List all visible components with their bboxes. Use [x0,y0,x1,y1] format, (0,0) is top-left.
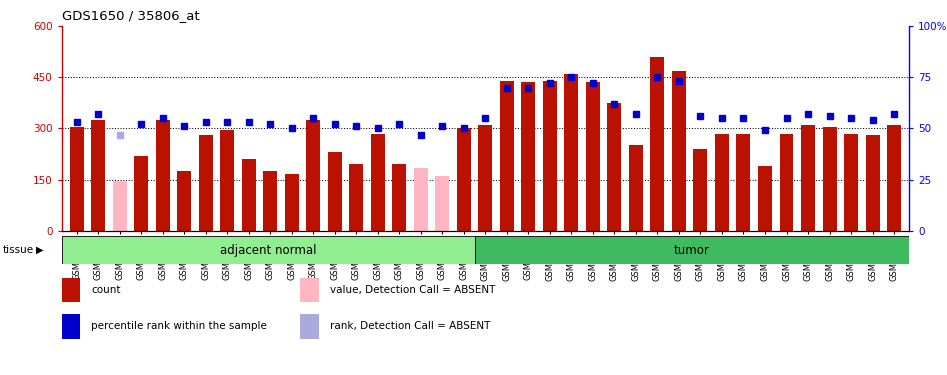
Bar [300,278,319,302]
Bar [328,152,342,231]
Bar [500,81,514,231]
Bar [887,125,901,231]
Bar [134,156,148,231]
Bar [306,120,320,231]
Bar [607,103,621,231]
Bar [300,314,319,339]
Bar [629,146,643,231]
Bar [436,176,449,231]
Bar [866,135,880,231]
Bar [801,125,815,231]
Bar [474,236,909,264]
Bar [758,166,772,231]
Bar [522,82,535,231]
Bar [263,171,277,231]
Text: percentile rank within the sample: percentile rank within the sample [91,321,267,332]
Bar [478,125,492,231]
Text: GDS1650 / 35806_at: GDS1650 / 35806_at [62,9,199,22]
Text: adjacent normal: adjacent normal [220,244,316,257]
Bar [113,181,127,231]
Bar [91,120,105,231]
Bar [349,164,364,231]
Bar [62,236,474,264]
Text: tumor: tumor [674,244,710,257]
Bar [586,82,599,231]
Bar [456,128,471,231]
Text: count: count [91,285,121,295]
Bar [844,134,858,231]
Bar [564,74,579,231]
Text: value, Detection Call = ABSENT: value, Detection Call = ABSENT [331,285,495,295]
Bar [414,168,428,231]
Bar [672,70,686,231]
Bar [70,127,83,231]
Bar [543,81,557,231]
Bar [651,57,665,231]
Bar [285,174,298,231]
Bar [737,134,750,231]
Bar [779,134,794,231]
Bar [62,278,80,302]
Text: rank, Detection Call = ABSENT: rank, Detection Call = ABSENT [331,321,491,332]
Bar [823,127,836,231]
Bar [199,135,213,231]
Bar [62,314,80,339]
Bar [371,134,384,231]
Bar [241,159,256,231]
Text: ▶: ▶ [36,245,44,255]
Bar [177,171,191,231]
Text: tissue: tissue [3,245,34,255]
Bar [221,130,234,231]
Bar [715,134,729,231]
Bar [392,164,406,231]
Bar [155,120,170,231]
Bar [693,149,707,231]
